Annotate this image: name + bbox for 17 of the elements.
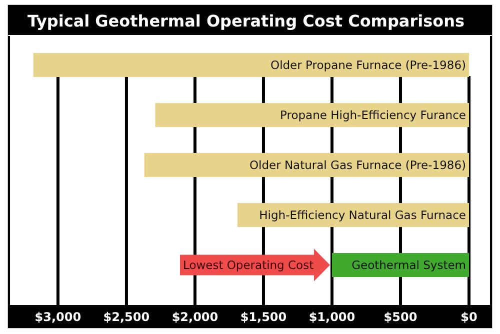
- y-tick-label: Propane High-Efficiency Furance: [280, 108, 466, 122]
- chart-title: Typical Geothermal Operating Cost Comparisons: [27, 12, 465, 31]
- annotation: Lowest Operating Cost: [182, 258, 314, 272]
- x-tick-label: $1,500: [240, 310, 287, 324]
- x-tick-label: $3,000: [34, 310, 82, 324]
- x-tick-label: $2,500: [103, 310, 150, 324]
- y-tick-label: Geothermal System: [352, 258, 466, 272]
- y-tick-label: Older Natural Gas Furnace (Pre-1986): [249, 158, 466, 172]
- bar: [155, 103, 469, 127]
- y-tick-label: Older Propane Furnace (Pre-1986): [270, 58, 466, 72]
- bar: [33, 53, 469, 77]
- y-tick-label: High-Efficiency Natural Gas Furnace: [259, 208, 466, 222]
- x-tick-label: $1,000: [308, 310, 356, 324]
- x-tick-label: $2,000: [172, 310, 218, 324]
- bar: [144, 153, 469, 177]
- x-tick-label: $0: [460, 310, 478, 324]
- x-tick-label: $500: [384, 310, 418, 324]
